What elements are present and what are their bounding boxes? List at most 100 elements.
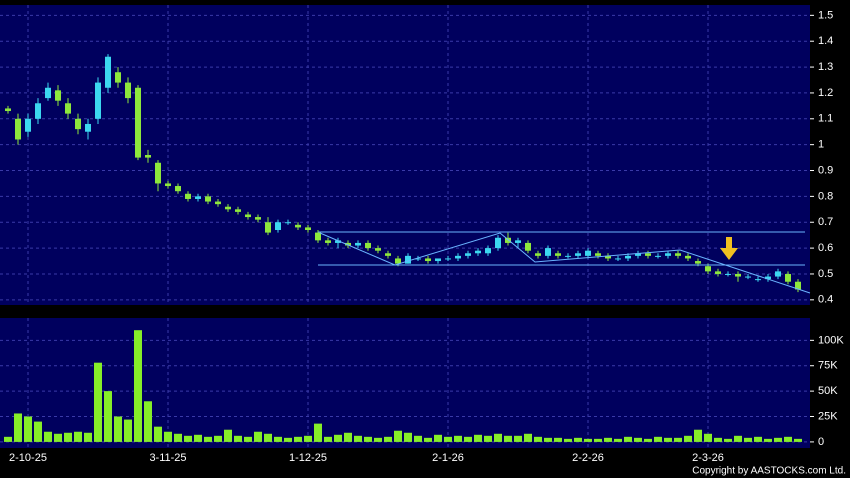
candle-body	[125, 82, 131, 99]
volume-bar	[4, 436, 12, 442]
candle-body	[525, 242, 531, 251]
volume-bar	[124, 419, 132, 442]
volume-bar	[624, 436, 632, 442]
candle-body	[285, 222, 291, 224]
volume-bar	[574, 437, 582, 442]
y-tick-label: 1.3	[818, 61, 833, 73]
volume-bar	[564, 438, 572, 442]
volume-bar	[734, 435, 742, 442]
volume-bar	[474, 434, 482, 442]
volume-bar	[524, 433, 532, 442]
candle-body	[245, 214, 251, 218]
volume-bar	[664, 437, 672, 442]
volume-bar	[434, 434, 442, 442]
y-tick-label: 0.8	[818, 190, 833, 202]
volume-bar	[724, 438, 732, 442]
volume-bar	[74, 431, 82, 442]
candle-body	[95, 82, 101, 119]
volume-bar	[744, 437, 752, 442]
candle-body	[705, 266, 711, 272]
candle-body	[425, 258, 431, 262]
volume-bar	[674, 437, 682, 442]
volume-bar	[394, 430, 402, 442]
candle-body	[355, 242, 361, 246]
volume-bar	[514, 435, 522, 442]
candle-body	[75, 118, 81, 130]
y-tick-label: 1.5	[818, 9, 833, 21]
candle-body	[785, 273, 791, 282]
candle-body	[685, 255, 691, 259]
candle-body	[645, 253, 651, 256]
candle-body	[105, 56, 111, 88]
volume-bar	[484, 435, 492, 442]
candle-body	[25, 118, 31, 132]
volume-bar	[654, 436, 662, 442]
y-tick-label: 100K	[818, 334, 844, 346]
volume-bar	[214, 435, 222, 442]
x-tick-label: 1-12-25	[289, 452, 327, 464]
volume-bar	[84, 432, 92, 442]
y-tick-label: 0	[818, 436, 824, 448]
candle-body	[325, 240, 331, 243]
candle-body	[235, 209, 241, 212]
volume-bar	[324, 436, 332, 442]
candle-body	[45, 87, 51, 99]
candle-body	[755, 279, 761, 281]
volume-bar	[794, 438, 802, 442]
volume-bar	[224, 429, 232, 442]
y-tick-label: 1.4	[818, 35, 833, 47]
candle-body	[465, 253, 471, 256]
volume-bar	[254, 431, 262, 442]
volume-bar	[234, 435, 242, 442]
trend-lines	[318, 231, 811, 294]
volume-bar	[164, 431, 172, 442]
volume-bar	[174, 433, 182, 442]
volume-bar	[634, 437, 642, 442]
candle-body	[415, 258, 421, 260]
volume-bar	[294, 436, 302, 442]
volume-bar	[644, 438, 652, 442]
candle-body	[135, 87, 141, 158]
y-tick-label: 50K	[818, 385, 838, 397]
volume-bar	[404, 432, 412, 442]
candle-body	[715, 271, 721, 274]
candle-body	[775, 271, 781, 277]
volume-bar	[554, 437, 562, 442]
candle-body	[545, 248, 551, 256]
candle-body	[115, 72, 121, 83]
candle-body	[585, 250, 591, 256]
volume-bar	[694, 429, 702, 442]
candle-body	[195, 196, 201, 199]
candle-body	[455, 255, 461, 259]
volume-bar	[414, 435, 422, 442]
candle-body	[345, 242, 351, 246]
volume-bar	[364, 436, 372, 442]
volume-bar	[14, 413, 22, 442]
y-tick-label: 1.2	[818, 87, 833, 99]
copyright: Copyright by AASTOCKS.com Ltd.	[692, 466, 846, 477]
candle-body	[695, 261, 701, 264]
candle-body	[35, 103, 41, 119]
volume-bar	[44, 431, 52, 442]
candle-body	[765, 276, 771, 280]
x-tick-label: 3-11-25	[149, 452, 186, 464]
candle-body	[5, 108, 11, 112]
candle-body	[575, 253, 581, 256]
volume-bar	[584, 438, 592, 442]
candle-body	[335, 240, 341, 243]
candle-body	[725, 273, 731, 275]
candle-body	[795, 281, 801, 290]
candle-body	[305, 227, 311, 230]
candle-body	[295, 224, 301, 228]
candle-body	[445, 258, 451, 260]
candle-body	[485, 248, 491, 254]
volume-bar	[684, 435, 692, 442]
volume-bar	[424, 437, 432, 442]
candle-body	[215, 201, 221, 205]
volume-bar	[244, 436, 252, 442]
volume-bar	[454, 435, 462, 442]
x-tick-label: 2-2-26	[572, 452, 604, 464]
volume-bar	[204, 436, 212, 442]
candle-body	[315, 232, 321, 241]
candle-body	[605, 255, 611, 259]
